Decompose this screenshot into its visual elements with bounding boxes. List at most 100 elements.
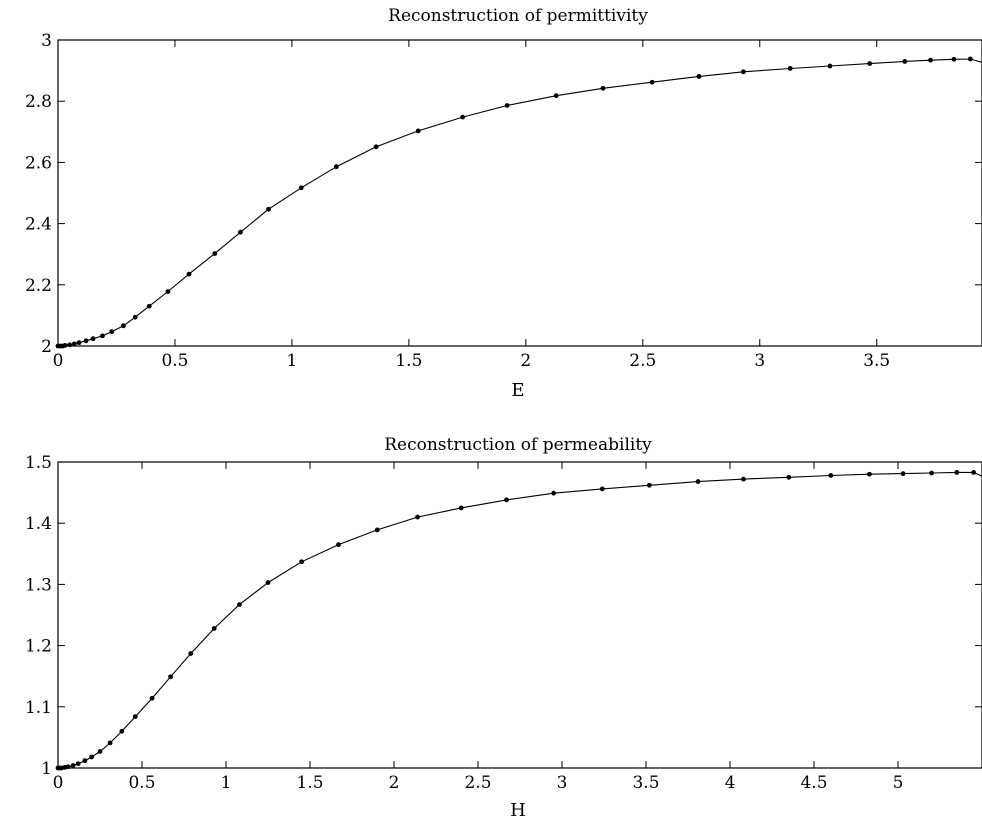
x-tick-label: 3 <box>557 773 568 793</box>
data-point <box>71 341 77 347</box>
data-point <box>67 342 73 348</box>
data-point <box>146 303 152 309</box>
data-point <box>298 185 304 191</box>
data-point <box>90 336 96 342</box>
x-tick-label: 0.5 <box>128 773 155 793</box>
x-tick-label: 0 <box>53 351 64 371</box>
data-point <box>165 289 171 294</box>
data-point <box>121 323 126 329</box>
data-point <box>900 471 906 477</box>
data-point <box>299 559 304 565</box>
data-point <box>97 749 103 754</box>
y-tick-label: 1.3 <box>25 575 52 595</box>
x-tick-label: 5 <box>893 773 904 793</box>
y-tick-label: 2.8 <box>25 92 52 112</box>
data-point <box>336 542 341 548</box>
y-tick-label: 2.2 <box>25 276 52 296</box>
data-point <box>954 470 960 475</box>
chart-title: Reconstruction of permeability <box>384 435 652 455</box>
y-tick-label: 2 <box>41 337 52 357</box>
data-point <box>741 476 746 482</box>
permeability-chart: Reconstruction of permeability H 0 0.5 1 1.… <box>25 435 982 821</box>
x-tick-label: 1 <box>221 773 232 793</box>
y-tick-label: 2.6 <box>25 153 52 173</box>
data-point <box>70 763 76 768</box>
permittivity-chart: Reconstruction of permittivity E 0 0.5 1 1.… <box>25 6 982 401</box>
data-point <box>828 473 834 478</box>
x-tick-label: 2.5 <box>464 773 491 793</box>
data-point <box>504 497 509 503</box>
data-point <box>696 74 702 79</box>
y-tick-label: 1.2 <box>25 637 52 657</box>
x-tick-label: 3.5 <box>863 351 890 371</box>
x-tick-label: 2 <box>520 351 531 371</box>
data-point <box>265 580 271 585</box>
data-point <box>132 314 138 320</box>
data-point <box>971 470 976 475</box>
data-point <box>212 251 218 256</box>
data-point <box>415 514 420 520</box>
data-point <box>186 271 192 277</box>
data-point <box>786 474 792 480</box>
series-line <box>58 58 982 347</box>
data-point <box>867 471 872 477</box>
data-point <box>827 63 833 69</box>
y-tick-label: 2.4 <box>25 215 52 235</box>
data-point <box>740 69 746 75</box>
data-point <box>75 761 81 767</box>
x-tick-label: 2 <box>389 773 400 793</box>
x-tick-label: 4.5 <box>800 773 827 793</box>
data-point <box>76 340 82 346</box>
data-point <box>266 206 271 212</box>
data-point <box>211 626 217 631</box>
data-point <box>132 714 138 719</box>
data-point <box>504 103 510 108</box>
data-point <box>333 164 339 170</box>
data-point <box>149 695 155 701</box>
x-axis-label: H <box>510 800 526 821</box>
data-point <box>460 114 466 120</box>
data-point <box>100 333 105 339</box>
x-tick-label: 3 <box>754 351 765 371</box>
data-point <box>65 764 71 770</box>
y-tick-label: 1 <box>41 759 52 779</box>
data-point <box>967 56 973 62</box>
data-point <box>373 144 379 150</box>
x-axis-label: E <box>511 380 524 401</box>
plot-frame <box>57 461 982 769</box>
data-point <box>902 59 908 64</box>
data-point <box>237 602 242 607</box>
y-tick-label: 1.4 <box>25 514 52 534</box>
data-point <box>107 740 113 746</box>
x-tick-label: 1.5 <box>296 773 323 793</box>
data-point <box>951 56 957 62</box>
data-point <box>929 470 934 476</box>
data-point <box>168 674 173 680</box>
data-point <box>374 527 380 533</box>
data-point <box>787 66 793 71</box>
plot-frame <box>57 39 982 347</box>
y-tick-label: 1.5 <box>25 453 52 473</box>
x-tick-label: 1.5 <box>395 351 422 371</box>
x-tick-label: 4 <box>725 773 736 793</box>
data-point <box>695 479 701 484</box>
x-tick-label: 0.5 <box>161 351 188 371</box>
chart-title: Reconstruction of permittivity <box>388 6 648 26</box>
data-point <box>188 651 194 656</box>
data-point <box>867 61 873 66</box>
data-point <box>600 85 606 91</box>
data-point <box>89 754 94 760</box>
data-point <box>599 486 605 492</box>
x-tick-label: 2.5 <box>629 351 656 371</box>
y-tick-label: 1.1 <box>25 698 52 718</box>
data-point <box>83 338 89 344</box>
data-point <box>238 229 243 235</box>
data-point <box>553 93 559 99</box>
y-tick-label: 3 <box>41 31 52 51</box>
data-point <box>458 505 464 511</box>
x-tick-label: 3.5 <box>632 773 659 793</box>
data-point <box>928 57 933 63</box>
data-point <box>119 728 125 734</box>
data-point <box>649 79 655 85</box>
